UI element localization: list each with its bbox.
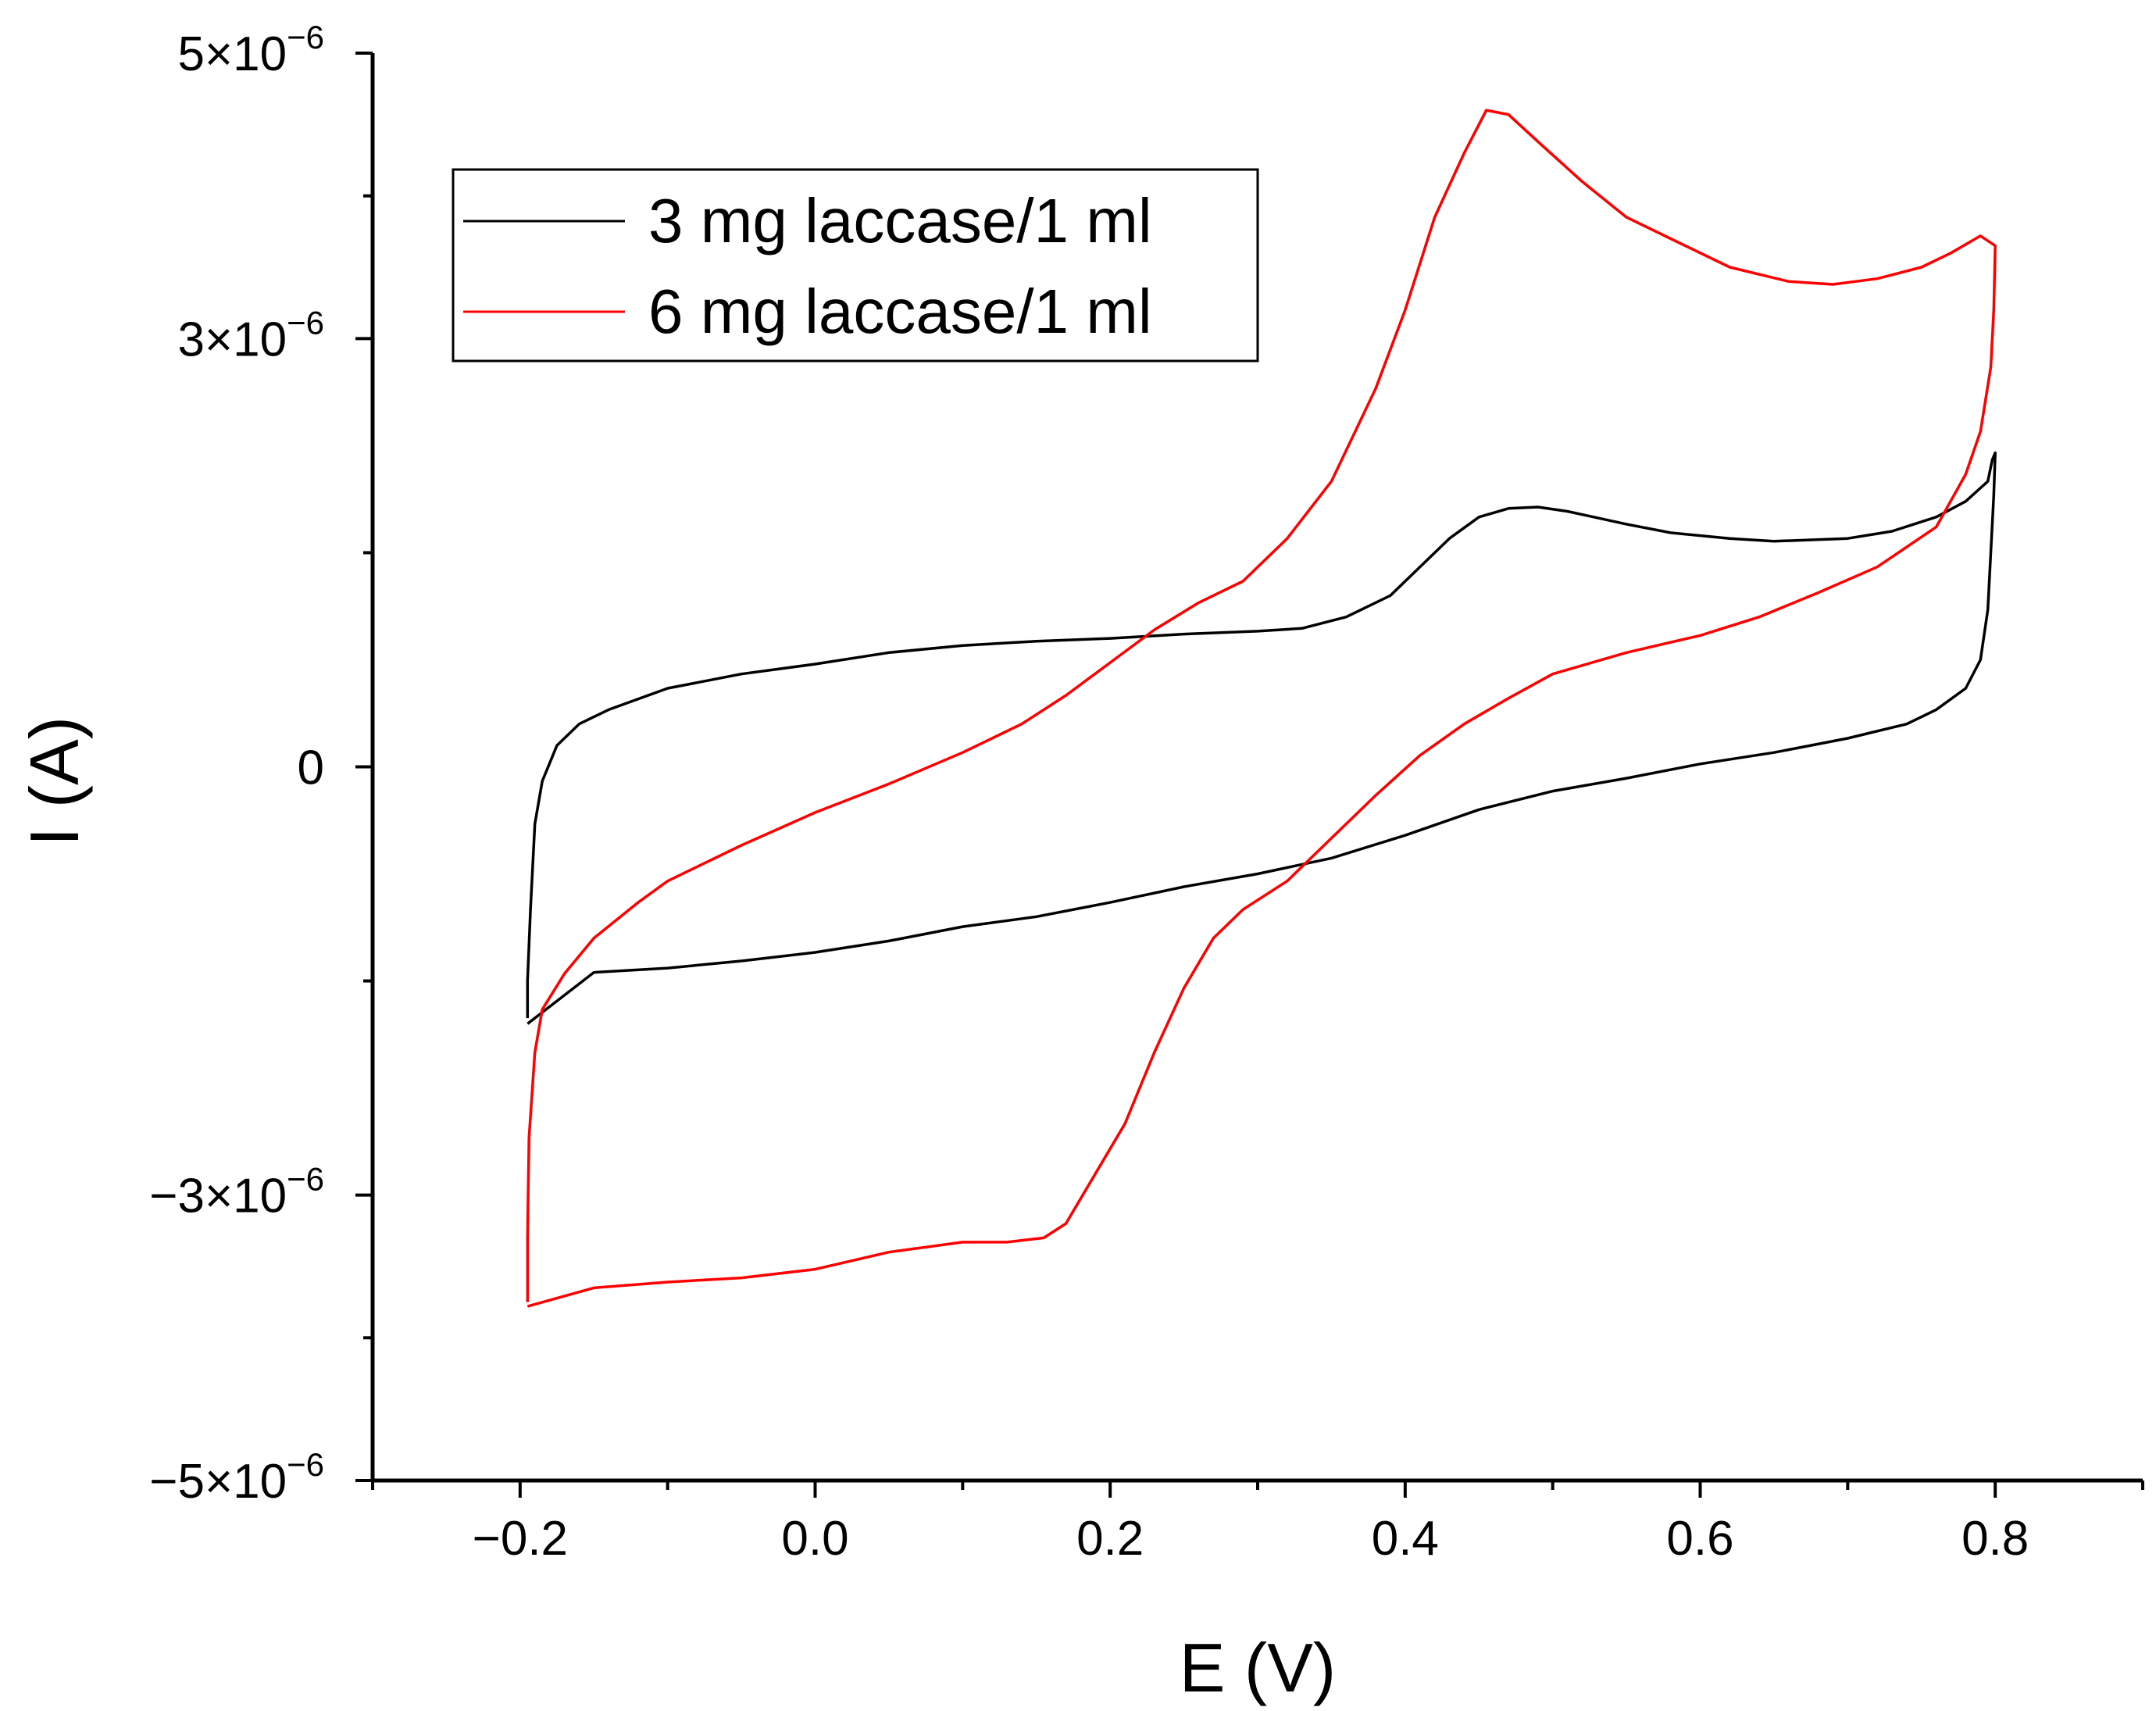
y-tick-label-m3: −3×10−6 [149,1161,324,1223]
legend: 3 mg laccase/1 ml 6 mg laccase/1 ml [452,168,1259,363]
y-tick-labels: 5×10−6 3×10−6 0 −3×10−6 −5×10−6 [149,19,324,1509]
x-tick-label: 0.0 [781,1512,848,1566]
y-axis-title: I (A) [16,716,93,846]
x-tick-label: 0.4 [1372,1512,1439,1566]
y-tick-label-m5: −5×10−6 [149,1446,324,1509]
x-axis-title: E (V) [1180,1629,1336,1706]
series-group [526,109,1997,1308]
y-ticks [355,52,373,1482]
y-tick-label-zero: 0 [298,741,324,795]
x-tick-label: −0.2 [473,1512,568,1566]
x-tick-label: 0.2 [1076,1512,1144,1566]
y-tick-label-p3: 3×10−6 [177,304,324,366]
x-ticks: −0.2 0.0 0.2 0.4 0.6 0.8 [371,1481,2144,1566]
y-tick-label-p5: 5×10−6 [177,19,324,81]
x-tick-label: 0.8 [1961,1512,2029,1566]
legend-label-6mg: 6 mg laccase/1 ml [648,277,1152,346]
legend-box [452,168,1259,363]
series-line-6mg [526,109,1997,1308]
x-tick-label: 0.6 [1666,1512,1733,1566]
series-line-3mg [526,451,1997,1025]
legend-label-3mg: 3 mg laccase/1 ml [648,186,1152,255]
